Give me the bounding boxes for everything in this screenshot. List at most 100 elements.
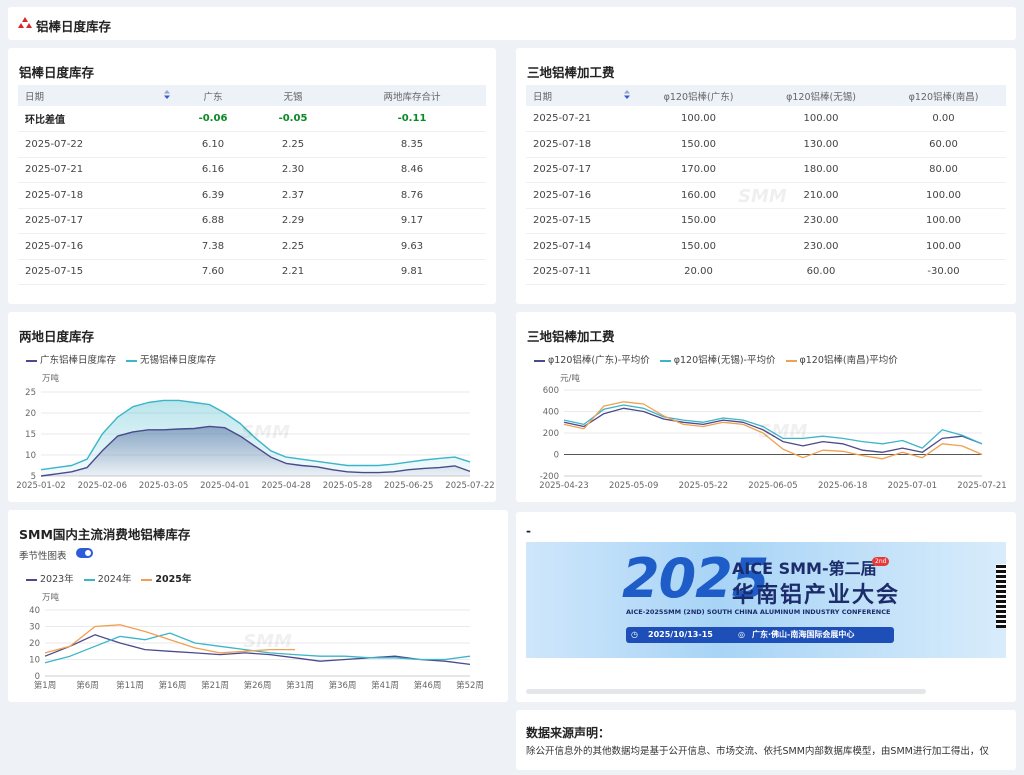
table-cell: 9.63: [338, 233, 486, 260]
table-cell: -0.11: [338, 106, 486, 132]
table-cell: 20.00: [636, 259, 761, 285]
horizontal-scrollbar[interactable]: [526, 689, 926, 694]
y-tick-label: 10: [29, 656, 40, 666]
column-header-date[interactable]: 日期: [526, 85, 636, 106]
x-tick-label: 第16周: [159, 680, 187, 691]
table-cell: 2025-07-22: [18, 131, 178, 158]
table-cell: 150.00: [636, 131, 761, 158]
table-cell: 2025-07-17: [18, 208, 178, 234]
seasonal-chart-legend: 2023年 2024年 2025年: [26, 571, 191, 585]
table-cell: 160.00: [636, 182, 761, 209]
legend-item-wuxi[interactable]: 无锡铝棒日度库存: [126, 352, 216, 366]
table-cell: 180.00: [761, 157, 881, 183]
y-tick-label: 20: [29, 639, 40, 649]
table-cell: 9.17: [338, 208, 486, 234]
table-cell: 230.00: [761, 233, 881, 260]
x-tick-label: 2025-01-02: [16, 481, 65, 491]
table-cell: -0.06: [178, 106, 248, 132]
series-line: [44, 634, 471, 666]
x-tick-label: 2025-04-01: [200, 481, 249, 491]
y-tick-label: 400: [543, 408, 559, 418]
legend-item-guangdong[interactable]: 广东铝棒日度库存: [26, 352, 116, 366]
legend-item-fee-guangdong[interactable]: φ120铝棒(广东)-平均价: [534, 352, 650, 366]
x-tick-label: 2025-06-05: [748, 481, 797, 491]
table-cell: 6.16: [178, 157, 248, 183]
table-cell: -30.00: [881, 259, 1006, 285]
table-row: 2025-07-18 6.39 2.37 8.76: [18, 182, 486, 209]
table-cell: 60.00: [881, 131, 1006, 158]
legend-item-2024[interactable]: 2024年: [83, 571, 131, 585]
fee-table: 日期 φ120铝棒(广东) φ120铝棒(无锡) φ120铝棒(南昌) 2025…: [526, 85, 1006, 293]
seasonal-chart-title: SMM国内主流消费地铝棒库存: [19, 527, 191, 542]
table-row: 2025-07-17 170.00 180.00 80.00: [526, 157, 1006, 183]
legend-item-2025[interactable]: 2025年: [141, 571, 191, 585]
inventory-area-chart: 5 10 15 20 25 2025-01-02 2025-02-06 2025-03-05 2…: [16, 388, 494, 491]
x-tick-label: 2025-05-09: [609, 481, 658, 491]
sort-icon[interactable]: [624, 89, 630, 100]
y-tick-label: -200: [540, 472, 559, 482]
x-tick-label: 第41周: [371, 680, 399, 691]
seasonal-toggle[interactable]: [76, 548, 93, 558]
table-cell: 8.35: [338, 131, 486, 158]
table-cell: 130.00: [761, 131, 881, 158]
banner-venue: 广东·佛山-南海国际会展中心: [752, 630, 855, 639]
x-tick-label: 第21周: [201, 680, 229, 691]
x-tick-label: 第52周: [456, 680, 484, 691]
source-title: 数据来源声明：: [526, 726, 611, 740]
watermark: SMM: [243, 631, 292, 652]
table-cell: 2.29: [248, 208, 338, 234]
sort-icon[interactable]: [164, 89, 170, 100]
table-row: 2025-07-14 150.00 230.00 100.00: [526, 233, 1006, 260]
table-cell: 6.39: [178, 182, 248, 209]
series-line: [563, 407, 983, 453]
x-tick-label: 2025-07-21: [957, 481, 1006, 491]
y-axis-unit: 万吨: [42, 374, 60, 384]
x-tick-label: 2025-04-23: [539, 481, 588, 491]
table-cell: 170.00: [636, 157, 761, 183]
table-cell: 2025-07-21: [18, 157, 178, 183]
table-cell: 150.00: [636, 208, 761, 234]
table-cell: 2025-07-10: [526, 284, 636, 293]
column-header-fee-wuxi: φ120铝棒(无锡): [761, 85, 881, 106]
y-axis-unit: 万吨: [42, 593, 60, 603]
table-cell: 8.46: [338, 157, 486, 183]
series-line: [44, 624, 295, 654]
table-cell: 2025-07-14: [526, 233, 636, 260]
table-cell: 30.00: [636, 284, 761, 293]
source-card: 数据来源声明： 除公开信息外的其他数据均是基于公开信息、市场交流、依托SMM内部…: [516, 710, 1016, 770]
conference-banner[interactable]: 2025 AICE SMM-第二届 2nd 华南铝产业大会 AICE-2025S…: [526, 542, 1006, 658]
table-row: 2025-07-15 150.00 230.00 100.00: [526, 208, 1006, 234]
seasonal-line-chart: 0 10 20 30 40 第1周 第6周 第11周 第16周 第21周 第26周 第31周 第36周 第…: [29, 606, 484, 691]
table-cell: 6.10: [178, 131, 248, 158]
legend-item-fee-wuxi[interactable]: φ120铝棒(无锡)-平均价: [659, 352, 776, 366]
table-cell: 6.88: [178, 208, 248, 234]
column-header-guangdong: 广东: [178, 85, 248, 106]
legend-item-fee-nanchang[interactable]: φ120铝棒(南昌)平均价: [785, 352, 898, 366]
table-cell: 2025-07-16: [526, 182, 636, 209]
location-icon: ◎: [738, 630, 745, 639]
table-cell: 210.00: [761, 182, 881, 209]
table-row: 2025-07-11 20.00 60.00 -30.00: [526, 259, 1006, 285]
column-header-date[interactable]: 日期: [18, 85, 178, 106]
inventory-table-card: 铝棒日度库存 日期 广东 无锡 两地库存合计 环比差值 -0.06 -0.05 -0.…: [8, 48, 496, 304]
qr-code-icon: [996, 564, 1006, 628]
table-row: 2025-07-21 6.16 2.30 8.46: [18, 157, 486, 183]
y-tick-label: 0: [554, 451, 559, 461]
x-tick-label: 2025-04-28: [261, 481, 310, 491]
fee-chart-legend: φ120铝棒(广东)-平均价 φ120铝棒(无锡)-平均价 φ120铝棒(南昌)…: [534, 352, 898, 366]
table-cell: 7.60: [178, 259, 248, 285]
banner-badge: 2nd: [872, 557, 890, 566]
table-row: 环比差值 -0.06 -0.05 -0.11: [18, 106, 486, 132]
series-line: [563, 401, 983, 460]
x-tick-label: 第1周: [34, 680, 56, 691]
y-tick-label: 600: [543, 386, 559, 396]
x-tick-label: 2025-07-01: [888, 481, 937, 491]
table-cell: 100.00: [881, 208, 1006, 234]
table-cell: 2025-07-11: [526, 259, 636, 285]
fee-table-card: 三地铝棒加工费 日期 φ120铝棒(广东) φ120铝棒(无锡) φ120铝棒(…: [516, 48, 1016, 304]
table-cell: 2025-07-16: [18, 233, 178, 260]
legend-item-2023[interactable]: 2023年: [26, 571, 74, 585]
table-row: 2025-07-17 6.88 2.29 9.17: [18, 208, 486, 234]
banner-headline-1: AICE SMM-第二届: [732, 559, 877, 578]
table-row: 2025-07-15 7.60 2.21 9.81: [18, 259, 486, 285]
